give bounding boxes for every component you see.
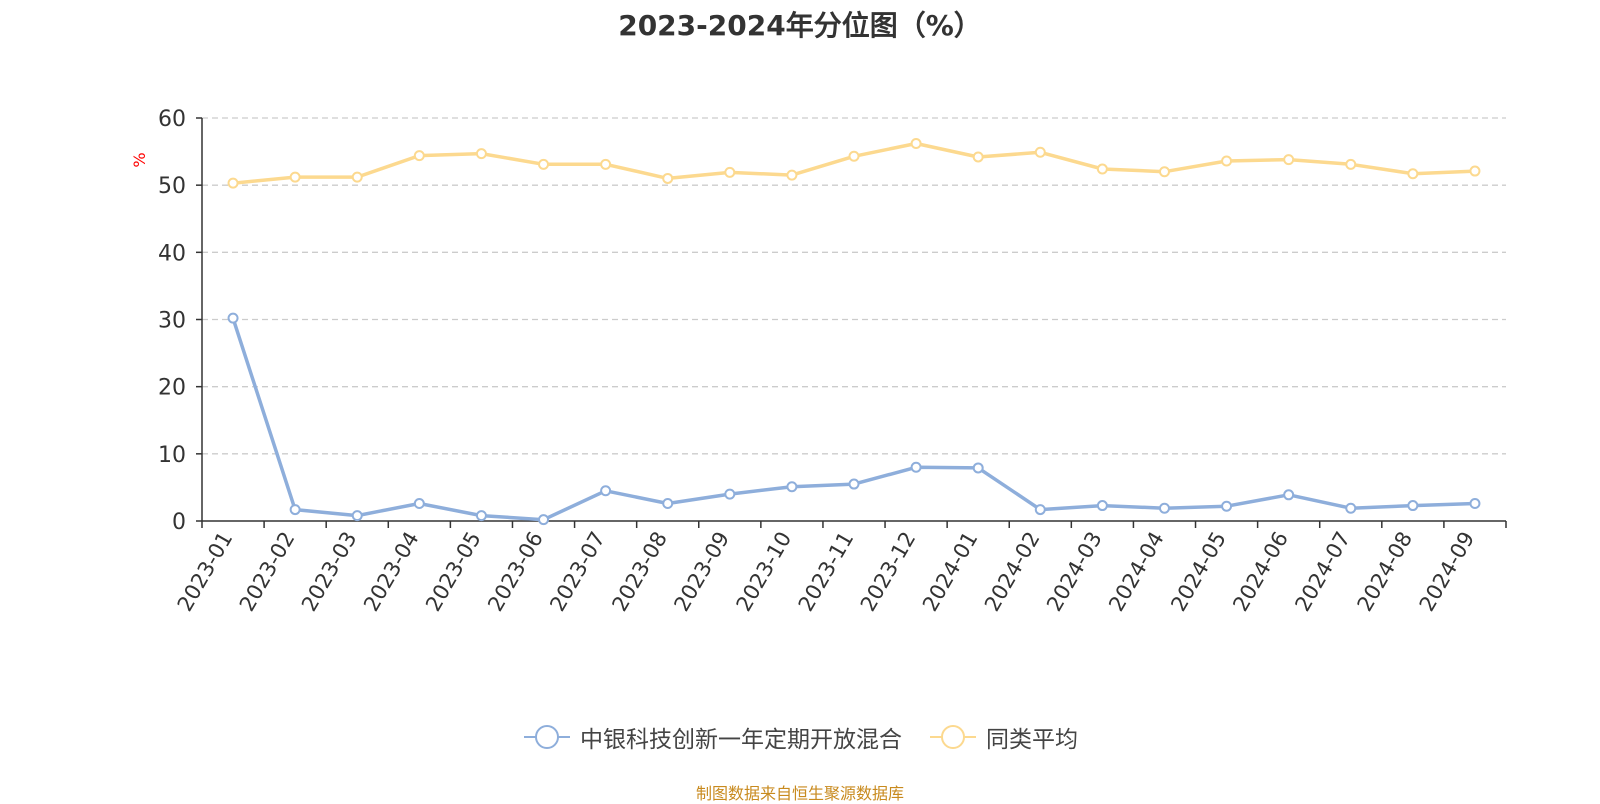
- data-point: [662, 498, 674, 510]
- x-tick-label: 2024-09: [1415, 528, 1480, 616]
- data-point: [289, 504, 301, 516]
- x-tick-label: 2023-02: [235, 528, 300, 616]
- data-point: [724, 488, 736, 500]
- data-point: [1283, 489, 1295, 501]
- x-tick-label: 2023-10: [732, 528, 797, 616]
- y-axis-unit-label: %: [130, 152, 149, 167]
- data-point: [475, 510, 487, 522]
- source-note: 制图数据来自恒生聚源数据库: [695, 784, 904, 803]
- data-point: [600, 158, 612, 170]
- data-point: [1407, 500, 1419, 512]
- data-point: [475, 148, 487, 160]
- x-tick-label: 2023-04: [359, 528, 424, 616]
- data-point: [1221, 500, 1233, 512]
- data-point: [538, 514, 550, 526]
- data-point: [1034, 146, 1046, 158]
- y-tick-label: 10: [158, 443, 186, 468]
- data-point: [227, 312, 239, 324]
- legend-line-circle-icon: [928, 724, 978, 750]
- y-tick-label: 20: [158, 376, 186, 401]
- y-tick-label: 50: [158, 174, 186, 199]
- x-tick-label: 2024-08: [1353, 528, 1418, 616]
- x-tick-label: 2024-04: [1104, 528, 1169, 616]
- x-tick-label: 2023-11: [794, 528, 859, 616]
- legend-label-average: 同类平均: [986, 727, 1078, 753]
- data-point: [600, 485, 612, 497]
- legend-line-circle-icon: [522, 724, 572, 750]
- data-point: [848, 478, 860, 490]
- data-point: [724, 166, 736, 178]
- data-point: [972, 462, 984, 474]
- data-point: [1407, 168, 1419, 180]
- data-point: [1096, 500, 1108, 512]
- x-tick-label: 2023-12: [856, 528, 921, 616]
- data-point: [1096, 163, 1108, 175]
- data-point: [351, 171, 363, 183]
- x-tick-label: 2023-09: [669, 528, 734, 616]
- chart-title: 2023-2024年分位图（%）: [618, 9, 982, 42]
- data-point: [1283, 154, 1295, 166]
- x-tick-label: 2023-07: [545, 528, 610, 616]
- data-point: [786, 481, 798, 493]
- x-tick-label: 2024-01: [918, 527, 983, 615]
- data-point: [1158, 502, 1170, 514]
- data-point: [1469, 165, 1481, 177]
- legend-label-fund: 中银科技创新一年定期开放混合: [580, 727, 902, 753]
- x-tick-label: 2023-08: [607, 528, 672, 616]
- axis-layer: 0102030405060%2023-012023-022023-032023-…: [130, 107, 1507, 616]
- x-tick-label: 2024-05: [1166, 528, 1231, 616]
- data-point: [1345, 502, 1357, 514]
- data-point: [1345, 158, 1357, 170]
- y-tick-label: 30: [158, 309, 186, 334]
- legend-item-average[interactable]: 同类平均: [928, 720, 1078, 754]
- x-tick-label: 2024-07: [1290, 528, 1355, 616]
- data-point: [1221, 155, 1233, 167]
- data-point: [538, 158, 550, 170]
- data-point: [910, 138, 922, 150]
- data-point: [227, 177, 239, 189]
- series-layer: [227, 138, 1481, 526]
- data-point: [351, 510, 363, 522]
- data-point: [413, 498, 425, 510]
- data-point: [413, 150, 425, 162]
- data-point: [289, 171, 301, 183]
- data-point: [1158, 166, 1170, 178]
- y-tick-label: 60: [158, 107, 186, 132]
- x-tick-label: 2023-06: [483, 528, 548, 616]
- x-tick-label: 2023-03: [297, 528, 362, 616]
- legend-item-fund[interactable]: 中银科技创新一年定期开放混合: [522, 720, 902, 754]
- x-tick-label: 2023-05: [421, 528, 486, 616]
- data-point: [972, 151, 984, 163]
- x-tick-label: 2023-01: [173, 528, 238, 616]
- data-point: [910, 461, 922, 473]
- data-point: [1034, 504, 1046, 516]
- x-tick-label: 2024-02: [980, 528, 1045, 616]
- data-point: [786, 169, 798, 181]
- data-point: [662, 172, 674, 184]
- legend: 中银科技创新一年定期开放混合 同类平均: [0, 720, 1600, 754]
- y-tick-label: 40: [158, 241, 186, 266]
- x-tick-label: 2024-03: [1042, 528, 1107, 616]
- data-point: [1469, 498, 1481, 510]
- y-tick-label: 0: [172, 510, 186, 535]
- grid-layer: [202, 117, 1506, 455]
- x-tick-label: 2024-06: [1228, 528, 1293, 616]
- data-point: [848, 150, 860, 162]
